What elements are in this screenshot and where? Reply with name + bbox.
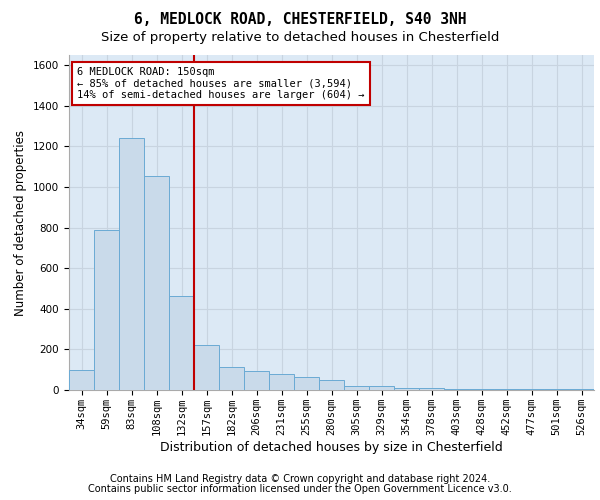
X-axis label: Distribution of detached houses by size in Chesterfield: Distribution of detached houses by size … bbox=[160, 440, 503, 454]
Bar bbox=[319, 380, 344, 390]
Bar bbox=[469, 389, 494, 390]
Bar bbox=[119, 138, 144, 390]
Bar bbox=[269, 374, 294, 390]
Text: 6, MEDLOCK ROAD, CHESTERFIELD, S40 3NH: 6, MEDLOCK ROAD, CHESTERFIELD, S40 3NH bbox=[134, 12, 466, 28]
Bar bbox=[444, 389, 469, 390]
Bar bbox=[569, 389, 594, 390]
Text: Size of property relative to detached houses in Chesterfield: Size of property relative to detached ho… bbox=[101, 31, 499, 44]
Bar bbox=[494, 389, 519, 390]
Bar bbox=[94, 230, 119, 390]
Y-axis label: Number of detached properties: Number of detached properties bbox=[14, 130, 28, 316]
Bar bbox=[519, 389, 544, 390]
Text: Contains HM Land Registry data © Crown copyright and database right 2024.: Contains HM Land Registry data © Crown c… bbox=[110, 474, 490, 484]
Bar bbox=[244, 370, 269, 390]
Bar bbox=[544, 389, 569, 390]
Bar bbox=[369, 386, 394, 390]
Text: Contains public sector information licensed under the Open Government Licence v3: Contains public sector information licen… bbox=[88, 484, 512, 494]
Bar bbox=[144, 176, 169, 390]
Bar bbox=[169, 296, 194, 390]
Bar bbox=[344, 386, 369, 390]
Bar bbox=[394, 388, 419, 390]
Bar bbox=[69, 370, 94, 390]
Text: 6 MEDLOCK ROAD: 150sqm
← 85% of detached houses are smaller (3,594)
14% of semi-: 6 MEDLOCK ROAD: 150sqm ← 85% of detached… bbox=[77, 66, 364, 100]
Bar bbox=[219, 366, 244, 390]
Bar bbox=[294, 377, 319, 390]
Bar bbox=[419, 388, 444, 390]
Bar bbox=[194, 346, 219, 390]
